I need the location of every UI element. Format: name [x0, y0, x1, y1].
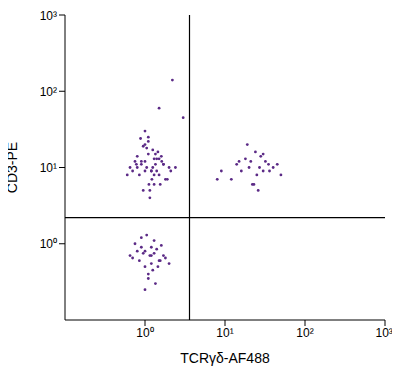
svg-text:CD3-PE: CD3-PE: [8, 142, 20, 193]
svg-text:10²: 10²: [40, 85, 57, 99]
svg-text:10³: 10³: [376, 326, 392, 340]
svg-text:10¹: 10¹: [40, 161, 57, 175]
svg-text:10³: 10³: [40, 9, 57, 23]
svg-text:10¹: 10¹: [216, 326, 233, 340]
svg-text:10⁰: 10⁰: [136, 326, 153, 340]
svg-text:TCRγδ-AF488: TCRγδ-AF488: [180, 350, 270, 366]
svg-text:10⁰: 10⁰: [40, 237, 57, 251]
svg-text:10²: 10²: [296, 326, 313, 340]
